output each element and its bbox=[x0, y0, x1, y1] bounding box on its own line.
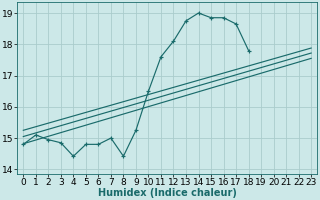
X-axis label: Humidex (Indice chaleur): Humidex (Indice chaleur) bbox=[98, 188, 237, 198]
